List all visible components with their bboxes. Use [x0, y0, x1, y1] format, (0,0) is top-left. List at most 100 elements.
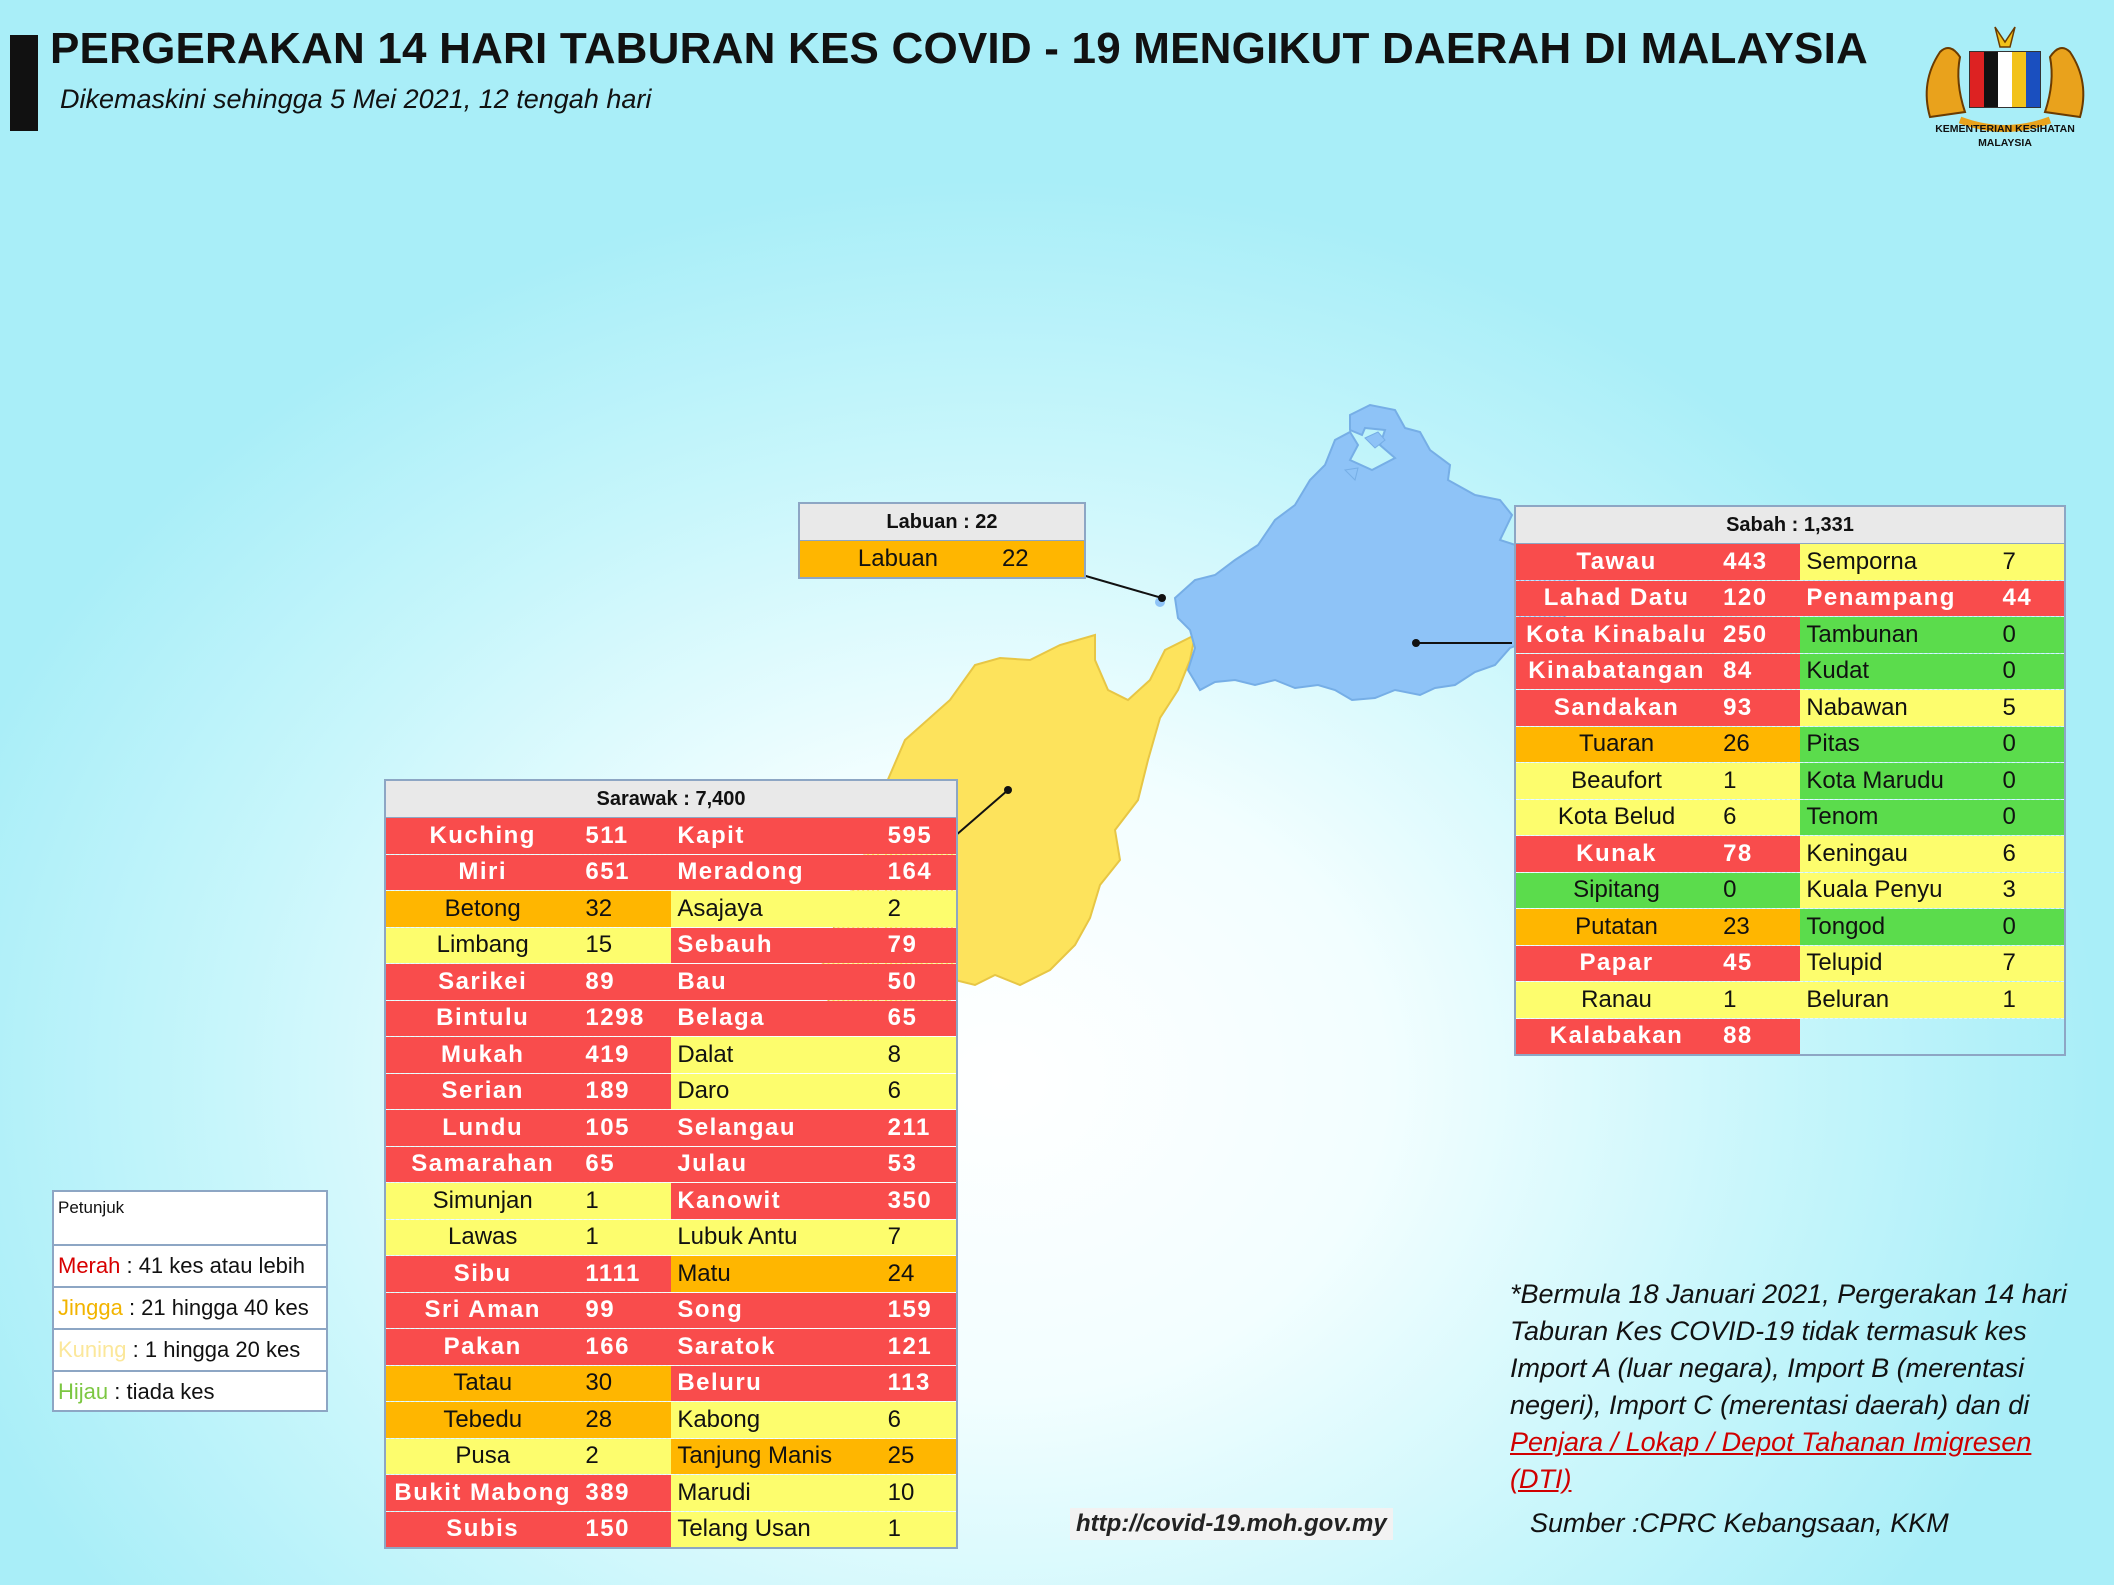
district-value: 189 [579, 1073, 672, 1110]
district-name: Beluran [1800, 981, 1997, 1019]
table-row: Putatan 23 Tongod 0 [1515, 908, 2065, 946]
district-name: Pitas [1800, 726, 1997, 763]
labuan-table: Labuan : 22 Labuan 22 [798, 502, 1086, 579]
district-value: 0 [1996, 726, 2065, 763]
district-name: Asajaya [671, 890, 882, 928]
district-value: 2 [881, 890, 957, 928]
district-name: Telupid [1800, 945, 1997, 982]
district-name: Penampang [1800, 580, 1997, 617]
table-row: Labuan 22 [799, 540, 1085, 578]
district-value: 84 [1717, 653, 1801, 690]
district-name: Kapit [671, 817, 882, 855]
table-row: Sipitang 0 Kuala Penyu 3 [1515, 872, 2065, 909]
district-value: 30 [579, 1365, 672, 1402]
district-name: Kabong [671, 1401, 882, 1439]
district-value: 6 [881, 1073, 957, 1110]
table-row: Pakan 166 Saratok 121 [385, 1328, 957, 1366]
district-name: Belaga [671, 1000, 882, 1037]
legend-key: Kuning [58, 1337, 127, 1362]
district-name: Samarahan [385, 1146, 580, 1183]
district-value: 45 [1717, 945, 1801, 982]
district-value: 93 [1717, 689, 1801, 727]
district-value: 105 [579, 1109, 672, 1147]
table-row: Lawas 1 Lubuk Antu 7 [385, 1219, 957, 1256]
table-row: Mukah 419 Dalat 8 [385, 1036, 957, 1074]
district-name: Kuala Penyu [1800, 872, 1997, 909]
district-value: 1 [1717, 981, 1801, 1019]
footnote-text: *Bermula 18 Januari 2021, Pergerakan 14 … [1510, 1279, 2067, 1420]
moh-crest-logo [1925, 26, 2085, 132]
district-name: Kunak [1515, 835, 1718, 873]
sabah-region [1173, 403, 1592, 702]
table-row: Tawau 443 Semporna 7 [1515, 543, 2065, 581]
district-name: Lahad Datu [1515, 580, 1718, 617]
district-name: Kuching [385, 817, 580, 855]
district-name: Daro [671, 1073, 882, 1110]
district-value: 211 [881, 1109, 957, 1147]
table-row: Sibu 1111 Matu 24 [385, 1255, 957, 1293]
district-value: 1298 [579, 1000, 672, 1037]
district-value: 3 [1996, 872, 2065, 909]
footnote-link[interactable]: Penjara / Lokap / Depot Tahanan Imigrese… [1510, 1427, 2032, 1494]
district-name: Meradong [671, 854, 882, 891]
table-row: Samarahan 65 Julau 53 [385, 1146, 957, 1183]
district-name: Limbang [385, 927, 580, 964]
table-row: Kalabakan 88 [1515, 1018, 2065, 1056]
district-value: 8 [881, 1036, 957, 1074]
table-row: Pusa 2 Tanjung Manis 25 [385, 1438, 957, 1475]
district-name: Putatan [1515, 908, 1718, 946]
district-name: Tongod [1800, 908, 1997, 946]
district-name: Kinabatangan [1515, 653, 1718, 690]
table-row: Sarikei 89 Bau 50 [385, 963, 957, 1001]
district-name: Nabawan [1800, 689, 1997, 727]
district-name: Papar [1515, 945, 1718, 982]
legend-key: Jingga [58, 1295, 123, 1320]
district-name: Lundu [385, 1109, 580, 1147]
district-value: 150 [579, 1511, 672, 1549]
district-value: 0 [1996, 616, 2065, 654]
district-value: 1 [1996, 981, 2065, 1019]
source-credit: Sumber :CPRC Kebangsaan, KKM [1530, 1508, 1949, 1538]
district-value: 113 [881, 1365, 957, 1402]
district-value [1996, 1018, 2065, 1056]
district-value: 78 [1717, 835, 1801, 873]
legend-key: Merah [58, 1253, 121, 1278]
sarawak-table-title: Sarawak : 7,400 [385, 780, 957, 818]
district-value: 2 [579, 1438, 672, 1475]
district-value: 1 [579, 1182, 672, 1220]
district-name: Tebedu [385, 1401, 580, 1439]
district-value: 65 [881, 1000, 957, 1037]
district-value: 1111 [579, 1255, 672, 1293]
district-name: Dalat [671, 1036, 882, 1074]
district-name: Kanowit [671, 1182, 882, 1220]
district-name: Tatau [385, 1365, 580, 1402]
district-value: 65 [579, 1146, 672, 1183]
district-value: 6 [1996, 835, 2065, 873]
district-name: Pakan [385, 1328, 580, 1366]
district-value: 99 [579, 1292, 672, 1329]
district-name: Selangau [671, 1109, 882, 1147]
table-row: Ranau 1 Beluran 1 [1515, 981, 2065, 1019]
district-value: 28 [579, 1401, 672, 1439]
district-name: Telang Usan [671, 1511, 882, 1549]
table-row: Tatau 30 Beluru 113 [385, 1365, 957, 1402]
table-row: Papar 45 Telupid 7 [1515, 945, 2065, 982]
district-value: 26 [1717, 726, 1801, 763]
district-value: 511 [579, 817, 672, 855]
district-value: 0 [1717, 872, 1801, 909]
district-value: 7 [881, 1219, 957, 1256]
legend-item: Jingga : 21 hingga 40 kes [54, 1288, 326, 1330]
website-url[interactable]: http://covid-19.moh.gov.my [1070, 1508, 1393, 1540]
district-value: 23 [1717, 908, 1801, 946]
district-value: 0 [1996, 908, 2065, 946]
district-value: 6 [881, 1401, 957, 1439]
table-row: Kunak 78 Keningau 6 [1515, 835, 2065, 873]
table-row: Kota Kinabalu 250 Tambunan 0 [1515, 616, 2065, 654]
district-value: 44 [1996, 580, 2065, 617]
district-name: Tawau [1515, 543, 1718, 581]
labuan-table-title: Labuan : 22 [799, 503, 1085, 541]
sabah-table-title: Sabah : 1,331 [1515, 506, 2065, 544]
district-name [1800, 1018, 1997, 1056]
district-name: Tambunan [1800, 616, 1997, 654]
district-name: Bau [671, 963, 882, 1001]
